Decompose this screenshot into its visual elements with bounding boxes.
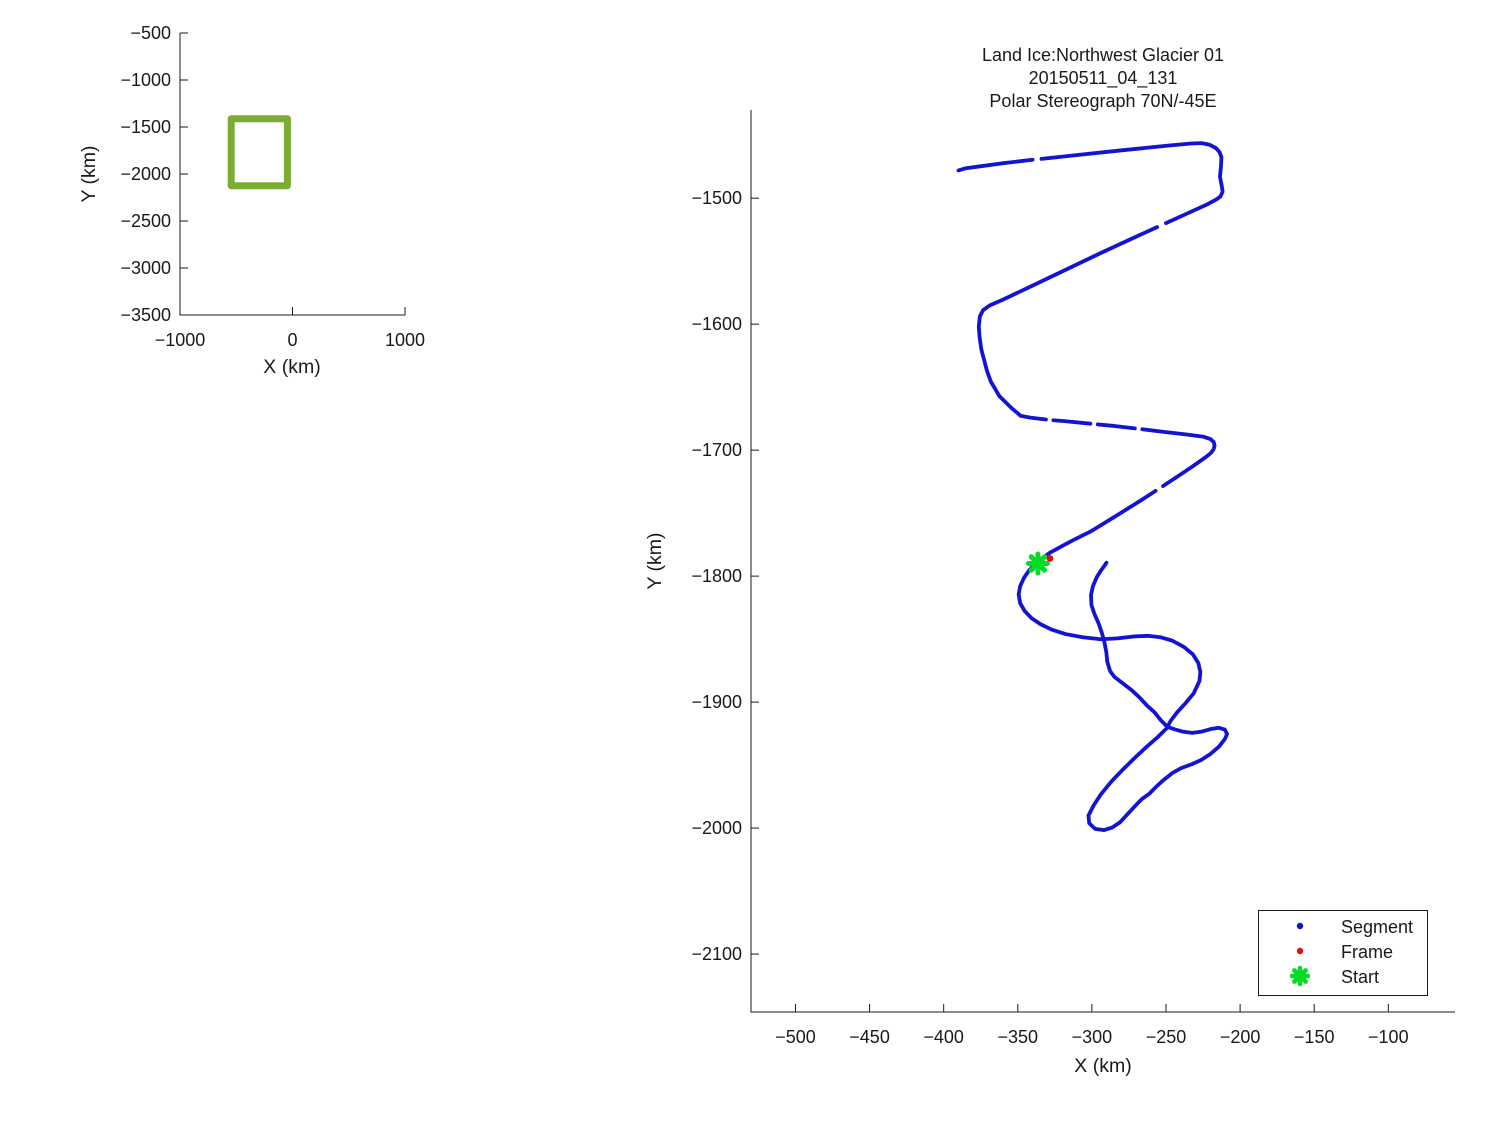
legend-start-asterisk-icon [1289,965,1311,987]
legend: Segment Frame Start [1258,910,1428,996]
y-tick-label: −2000 [120,164,171,184]
legend-start-glyph [1289,965,1311,987]
axis-spines [750,110,1455,1013]
track-segment [1016,488,1229,832]
detail-title-line1: Land Ice:Northwest Glacier 01 [982,45,1224,65]
x-tick-label: −1000 [155,330,206,350]
x-tick-label: −150 [1294,1027,1335,1047]
detail-title-line2: 20150511_04_131 [1029,68,1178,89]
start-marker-asterisk [1025,551,1050,576]
track-segment [1095,422,1137,431]
overview-xlabel: X (km) [263,356,320,378]
legend-box [1258,910,1428,996]
x-tick-label: −350 [998,1027,1039,1047]
frame-dot [1046,555,1054,562]
legend-frame-dot-icon [1296,947,1304,955]
x-tick-label: −450 [849,1027,890,1047]
y-tick-label: −1500 [120,117,171,137]
y-tick-label: −2100 [691,944,742,964]
y-tick-label: −1500 [691,188,742,208]
x-tick-label: 1000 [385,330,425,350]
legend-segment-dot-icon [1296,922,1304,930]
y-tick-label: −1900 [691,692,742,712]
y-tick-label: −3500 [120,305,171,325]
overview-axes: −1000 0 1000 −500 −1000 −1500 −2000 −2500 −3000 −… [120,23,425,350]
detail-plot: −500 −450 −400 −350 −300 −250 −200 −150 −100 −150… [644,45,1455,1077]
overview-plot: −1000 0 1000 −500 −1000 −1500 −2000 −2500 −3000 −… [78,23,425,378]
track-segment [956,157,1035,173]
overview-ylabel: Y (km) [78,145,100,202]
track-segment [1039,141,1225,226]
detail-title-line3: Polar Stereograph 70N/-45E [989,91,1216,111]
legend-start-label: Start [1341,967,1379,987]
legend-frame-label: Frame [1341,942,1393,962]
track-segment [976,225,1159,422]
x-tick-label: −200 [1220,1027,1261,1047]
x-tick-label: −400 [923,1027,964,1047]
y-tick-label: −1800 [691,566,742,586]
x-tick-label: −300 [1072,1027,1113,1047]
x-tick-label: 0 [287,330,297,350]
axis-spines [179,33,405,316]
detail-xlabel: X (km) [1074,1055,1131,1077]
x-tick-label: −500 [775,1027,816,1047]
legend-segment-label: Segment [1341,917,1413,937]
y-tick-label: −2500 [120,211,171,231]
flight-track [956,141,1229,832]
y-tick-label: −3000 [120,258,171,278]
x-tick-label: −100 [1368,1027,1409,1047]
track-segment [1051,418,1093,426]
detail-ylabel: Y (km) [644,532,666,589]
x-tick-label: −250 [1146,1027,1187,1047]
y-tick-label: −1000 [120,70,171,90]
track-segment [1140,427,1217,488]
y-tick-label: −1600 [691,314,742,334]
y-tick-label: −500 [130,23,171,43]
detail-extent-outline [227,115,291,190]
detail-axes: −500 −450 −400 −350 −300 −250 −200 −150 −100 −150… [691,110,1455,1047]
overview-extent-rect [227,115,291,190]
y-tick-label: −2000 [691,818,742,838]
y-tick-label: −1700 [691,440,742,460]
